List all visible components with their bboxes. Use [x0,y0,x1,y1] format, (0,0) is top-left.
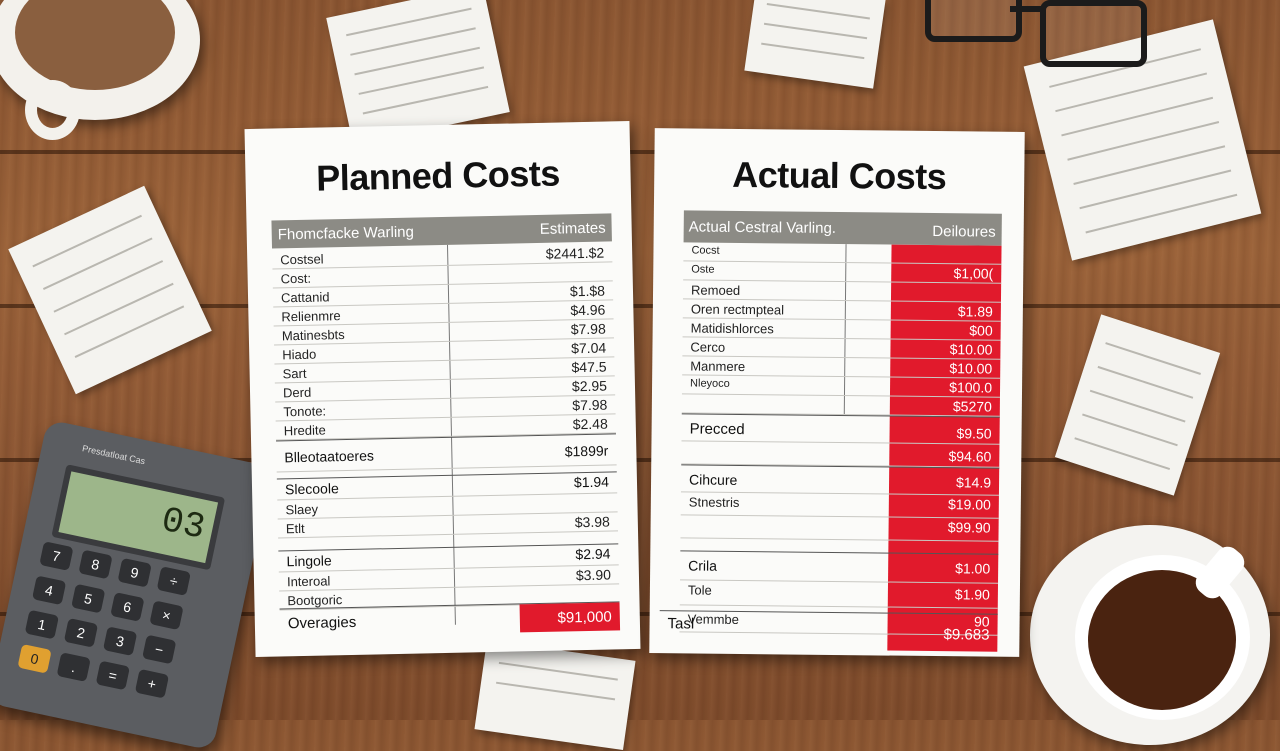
table-row: Tole $1.90 [679,580,999,609]
actual-footer-total: $9.683 [943,626,990,644]
planned-footer-total: $91,000 [519,602,621,633]
actual-section-row: Cihcure $14.9 [680,464,1000,496]
calculator-key: 8 [78,549,113,580]
calculator-key: − [142,634,177,665]
planned-costs-sheet: Planned Costs Fhomcfacke Warling Estimat… [244,121,641,657]
planned-header: Fhomcfacke Warling Estimates [271,213,612,249]
planned-header-right: Estimates [539,219,606,238]
calculator-key: 9 [117,557,152,588]
planned-costs-title: Planned Costs [315,152,561,199]
calculator-key: 6 [110,592,145,622]
calculator-key: 3 [102,626,138,657]
calculator-key: = [95,660,130,691]
calculator-key: 2 [63,617,99,648]
paper-top-center [744,0,886,89]
calculator-key: ÷ [156,566,191,596]
glasses-bridge [1010,6,1042,12]
actual-header-right: Deiloures [932,222,996,241]
glasses-right-lens [1040,0,1147,67]
calculator-key: × [149,600,184,631]
coffee-surface-top [15,0,175,90]
paper-right-mid [1054,314,1221,496]
calculator: Presdatloat Cas 03 7 8 9 ÷ 4 5 6 × 1 2 3… [0,419,273,751]
planned-section-row: Blleotaatoeres $1899r [276,433,617,473]
calculator-key: 0 [17,643,52,674]
paper-left [8,185,212,395]
calculator-key: . [56,652,91,682]
planned-rows: Costsel $2441.$2 Cost: Cattanid $1.$8 Reli… [272,243,620,611]
planned-header-left: Fhomcfacke Warling [277,223,415,244]
calculator-key: 1 [24,609,60,640]
planned-footer-label: Overagies [287,613,357,633]
actual-section-row: Crila $1.00 [680,550,999,584]
calculator-key: 7 [39,541,74,571]
calculator-key: + [134,668,170,699]
calculator-display-value: 03 [157,499,209,549]
actual-footer: Tasl $9.683 [659,610,998,644]
table-row: $94.60 [681,441,1000,468]
glasses-left-lens [925,0,1022,42]
actual-rows: Cocst Oste $1,00( Remoed Oren rectmpteal $… [679,242,1002,636]
table-row: Stnestris $19.00 [680,492,999,519]
actual-costs-title: Actual Costs [732,153,947,198]
actual-footer-label: Tasl [667,615,695,633]
planned-footer: Overagies $91,000 [279,601,621,638]
table-row: $99.90 [680,515,999,542]
calculator-display: 03 [51,464,226,571]
calculator-brand: Presdatloat Cas [81,443,147,467]
calculator-key: 5 [71,583,106,614]
actual-section-row: Precced $9.50 [681,413,1000,445]
calculator-key: 4 [31,575,67,606]
paper-bottom [474,639,636,751]
actual-costs-sheet: Actual Costs Actual Cestral Varling. Dei… [649,128,1025,657]
actual-header-left: Actual Cestral Varling. [688,218,837,237]
actual-header: Actual Cestral Varling. Deiloures [683,210,1002,246]
mug-handle-top [25,80,80,140]
